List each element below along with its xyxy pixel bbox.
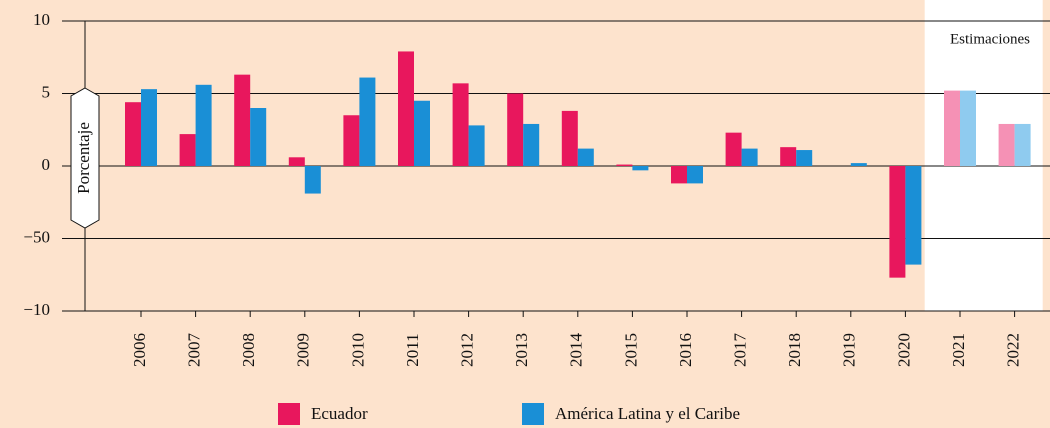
bar bbox=[561, 110, 578, 166]
x-tick-label: 2008 bbox=[239, 333, 258, 367]
bar bbox=[359, 77, 376, 166]
bar bbox=[687, 166, 703, 184]
x-tick-label: 2019 bbox=[840, 333, 859, 367]
bar bbox=[141, 89, 157, 166]
x-tick-label: 2021 bbox=[949, 333, 968, 367]
bar bbox=[889, 166, 906, 278]
bar bbox=[632, 166, 649, 171]
bar bbox=[250, 108, 267, 166]
bar bbox=[998, 123, 1015, 166]
bar bbox=[195, 84, 212, 166]
x-tick-label: 2006 bbox=[130, 333, 149, 367]
x-tick-label: 2014 bbox=[567, 333, 586, 368]
bar bbox=[796, 150, 813, 166]
bar bbox=[523, 123, 540, 166]
bar bbox=[304, 166, 321, 194]
y-tick-label: 5 bbox=[42, 82, 51, 101]
annotation: Estimaciones bbox=[950, 31, 1030, 47]
x-tick-label: 2010 bbox=[348, 333, 367, 367]
bar bbox=[468, 125, 485, 166]
x-tick-label: 2022 bbox=[1004, 333, 1023, 367]
x-tick-label: 2015 bbox=[621, 333, 640, 367]
x-tick-label: 2016 bbox=[676, 333, 695, 367]
legend-label: América Latina y el Caribe bbox=[555, 404, 740, 423]
bar bbox=[850, 163, 867, 166]
bar bbox=[944, 90, 960, 166]
bar bbox=[1014, 123, 1031, 166]
y-tick-label: −50 bbox=[23, 227, 50, 246]
y-tick-label: 0 bbox=[42, 155, 51, 174]
bar bbox=[960, 90, 976, 166]
x-tick-label: 2020 bbox=[894, 333, 913, 367]
bar bbox=[125, 102, 141, 166]
bar bbox=[507, 93, 524, 166]
x-tick-label: 2018 bbox=[785, 333, 804, 367]
x-tick-label: 2007 bbox=[185, 333, 204, 368]
bar bbox=[452, 83, 469, 166]
bar bbox=[780, 147, 797, 166]
y-tick-label: 10 bbox=[33, 10, 50, 29]
y-label: Porcentaje bbox=[74, 122, 93, 194]
bar bbox=[616, 164, 633, 166]
bar bbox=[905, 166, 922, 265]
bar bbox=[414, 100, 430, 166]
x-tick-label: 2009 bbox=[294, 333, 313, 367]
y-tick-label: −10 bbox=[23, 300, 50, 319]
bar bbox=[741, 148, 758, 166]
x-tick-label: 2011 bbox=[403, 333, 422, 366]
bar bbox=[725, 132, 742, 166]
y-label-badge bbox=[70, 87, 100, 229]
bar bbox=[179, 134, 196, 166]
legend-swatch bbox=[278, 403, 300, 425]
x-tick-label: 2012 bbox=[458, 333, 477, 367]
bar bbox=[671, 166, 687, 184]
legend-label: Ecuador bbox=[311, 404, 368, 423]
bar bbox=[234, 74, 251, 166]
x-tick-label: 2017 bbox=[731, 333, 750, 368]
bar bbox=[398, 51, 414, 167]
x-tick-label: 2013 bbox=[512, 333, 531, 367]
bar bbox=[288, 157, 305, 166]
legend-swatch bbox=[522, 403, 544, 425]
bar bbox=[343, 115, 360, 166]
bar bbox=[577, 148, 594, 166]
